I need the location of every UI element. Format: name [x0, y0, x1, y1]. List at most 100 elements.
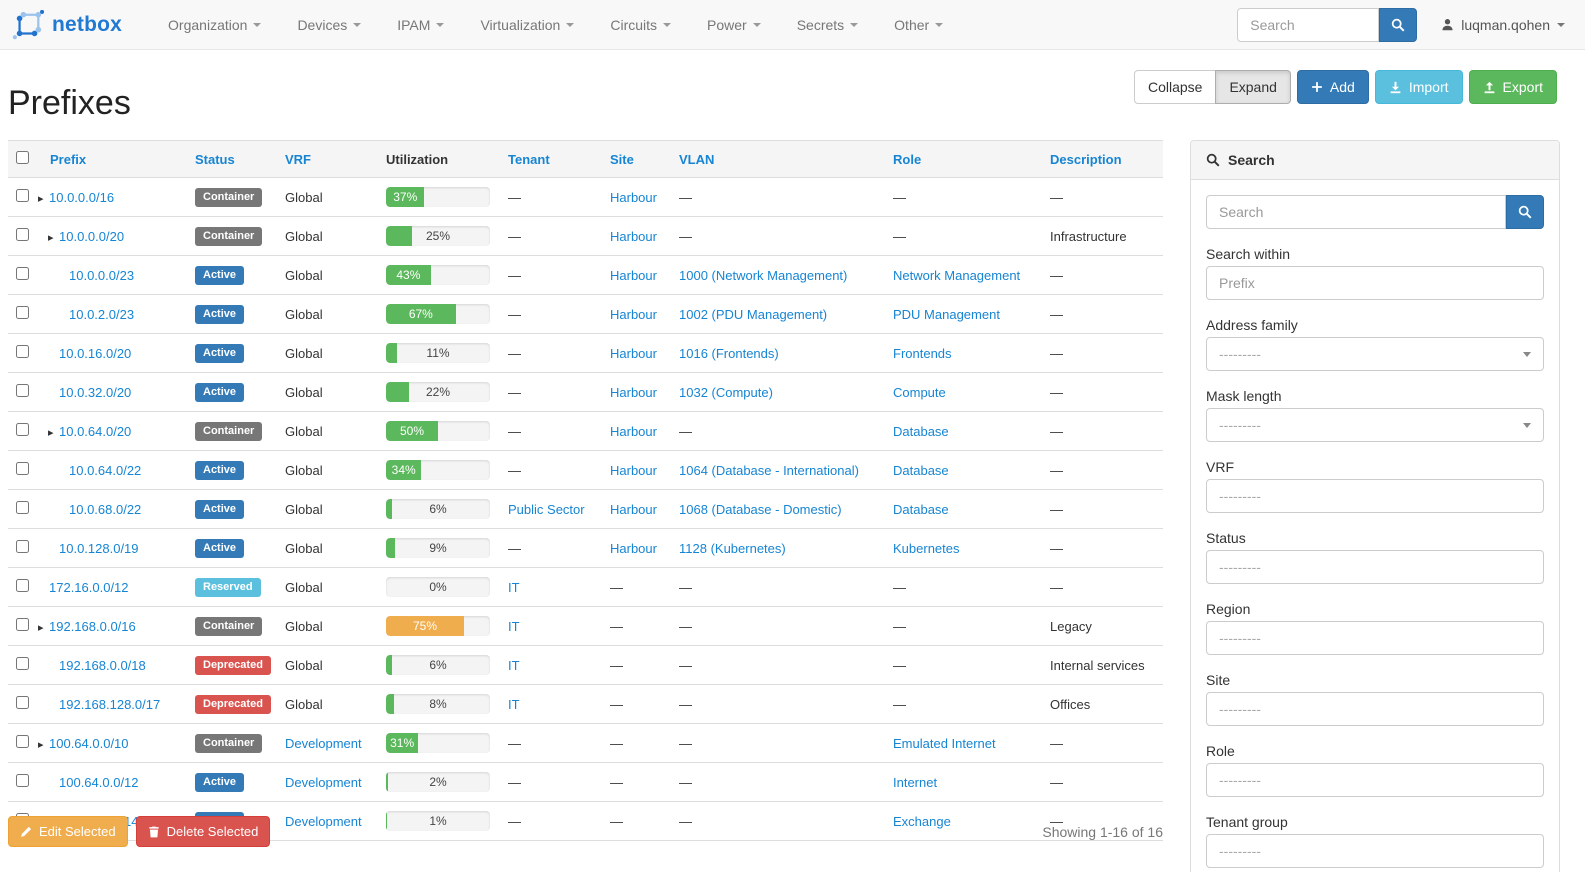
role-link[interactable]: Frontends — [893, 345, 952, 361]
row-checkbox[interactable] — [16, 540, 29, 553]
region-filter-box[interactable]: --------- — [1206, 621, 1544, 655]
nav-devices[interactable]: Devices — [279, 2, 379, 48]
row-checkbox[interactable] — [16, 384, 29, 397]
role-link[interactable]: Exchange — [893, 813, 951, 829]
site-link[interactable]: Harbour — [610, 228, 657, 244]
tenant-link[interactable]: IT — [508, 618, 520, 634]
site-link[interactable]: Harbour — [610, 540, 657, 556]
tenant-link[interactable]: IT — [508, 657, 520, 673]
vlan-link[interactable]: 1000 (Network Management) — [679, 267, 848, 283]
role-link[interactable]: Internet — [893, 774, 938, 790]
edit-selected-button[interactable]: Edit Selected — [8, 816, 128, 847]
role-link[interactable]: Database — [893, 423, 949, 439]
import-button[interactable]: Import — [1374, 70, 1463, 104]
row-checkbox[interactable] — [16, 696, 29, 709]
nav-organization[interactable]: Organization — [150, 2, 279, 48]
site-link[interactable]: Harbour — [610, 462, 657, 478]
prefix-link[interactable]: 10.0.68.0/22 — [69, 501, 142, 517]
col-header-vrf[interactable]: VRF — [285, 151, 311, 167]
role-link[interactable]: PDU Management — [893, 306, 1000, 322]
row-checkbox[interactable] — [16, 774, 29, 787]
row-checkbox[interactable] — [16, 423, 29, 436]
tenant-group-filter-box[interactable]: --------- — [1206, 834, 1544, 868]
prefix-link[interactable]: 10.0.0.0/23 — [69, 267, 135, 283]
role-link[interactable]: Database — [893, 501, 949, 517]
vlan-link[interactable]: 1002 (PDU Management) — [679, 306, 828, 322]
collapse-button[interactable]: Collapse — [1133, 70, 1217, 104]
role-link[interactable]: Network Management — [893, 267, 1021, 283]
expand-caret-icon[interactable]: ▸ — [48, 426, 54, 439]
prefix-link[interactable]: 192.168.128.0/17 — [59, 696, 161, 712]
row-checkbox[interactable] — [16, 735, 29, 748]
site-link[interactable]: Harbour — [610, 384, 657, 400]
row-checkbox[interactable] — [16, 579, 29, 592]
nav-power[interactable]: Power — [689, 2, 779, 48]
role-link[interactable]: Database — [893, 462, 949, 478]
sidebar-search-input[interactable] — [1206, 195, 1506, 229]
vrf-link[interactable]: Development — [285, 813, 362, 829]
site-link[interactable]: Harbour — [610, 501, 657, 517]
prefix-link[interactable]: 10.0.0.0/20 — [59, 228, 125, 244]
row-checkbox[interactable] — [16, 618, 29, 631]
site-link[interactable]: Harbour — [610, 267, 657, 283]
vlan-link[interactable]: 1128 (Kubernetes) — [679, 540, 786, 556]
row-checkbox[interactable] — [16, 462, 29, 475]
status-filter-box[interactable]: --------- — [1206, 550, 1544, 584]
col-header-status[interactable]: Status — [195, 151, 235, 167]
nav-secrets[interactable]: Secrets — [779, 2, 876, 48]
row-checkbox[interactable] — [16, 657, 29, 670]
vlan-link[interactable]: 1068 (Database - Domestic) — [679, 501, 842, 517]
site-link[interactable]: Harbour — [610, 189, 657, 205]
vlan-link[interactable]: 1064 (Database - International) — [679, 462, 859, 478]
global-search-input[interactable] — [1237, 7, 1380, 42]
role-link[interactable]: Kubernetes — [893, 540, 960, 556]
prefix-link[interactable]: 100.64.0.0/12 — [59, 774, 139, 790]
vlan-link[interactable]: 1032 (Compute) — [679, 384, 773, 400]
export-button[interactable]: Export — [1468, 70, 1557, 104]
mask-length-select[interactable]: --------- — [1206, 408, 1544, 442]
prefix-link[interactable]: 192.168.0.0/18 — [59, 657, 146, 673]
prefix-link[interactable]: 10.0.0.0/16 — [49, 189, 115, 205]
vlan-link[interactable]: 1016 (Frontends) — [679, 345, 779, 361]
tenant-link[interactable]: IT — [508, 579, 520, 595]
prefix-link[interactable]: 10.0.64.0/22 — [69, 462, 142, 478]
prefix-link[interactable]: 10.0.128.0/19 — [59, 540, 139, 556]
nav-other[interactable]: Other — [876, 2, 961, 48]
tenant-link[interactable]: IT — [508, 696, 520, 712]
col-header-site[interactable]: Site — [610, 151, 634, 167]
row-checkbox[interactable] — [16, 345, 29, 358]
global-search-button[interactable] — [1379, 7, 1418, 42]
site-filter-box[interactable]: --------- — [1206, 692, 1544, 726]
col-header-prefix[interactable]: Prefix — [50, 151, 87, 167]
prefix-link[interactable]: 192.168.0.0/16 — [49, 618, 136, 634]
row-checkbox[interactable] — [16, 189, 29, 202]
expand-button[interactable]: Expand — [1215, 70, 1291, 104]
site-link[interactable]: Harbour — [610, 345, 657, 361]
role-link[interactable]: Compute — [893, 384, 946, 400]
vrf-filter-box[interactable]: --------- — [1206, 479, 1544, 513]
col-header-role[interactable]: Role — [893, 151, 922, 167]
expand-caret-icon[interactable]: ▸ — [38, 621, 44, 634]
sidebar-search-button[interactable] — [1506, 195, 1544, 229]
netbox-logo[interactable]: netbox — [0, 9, 136, 40]
user-menu[interactable]: luqman.qohen — [1441, 17, 1565, 33]
row-checkbox[interactable] — [16, 306, 29, 319]
prefix-link[interactable]: 10.0.16.0/20 — [59, 345, 132, 361]
nav-circuits[interactable]: Circuits — [592, 2, 689, 48]
vrf-link[interactable]: Development — [285, 735, 362, 751]
prefix-link[interactable]: 100.64.0.0/10 — [49, 735, 129, 751]
expand-caret-icon[interactable]: ▸ — [38, 192, 44, 205]
nav-virtualization[interactable]: Virtualization — [462, 2, 592, 48]
row-checkbox[interactable] — [16, 501, 29, 514]
col-header-description[interactable]: Description — [1050, 151, 1122, 167]
nav-ipam[interactable]: IPAM — [379, 2, 462, 48]
site-link[interactable]: Harbour — [610, 423, 657, 439]
role-link[interactable]: Emulated Internet — [893, 735, 996, 751]
row-checkbox[interactable] — [16, 267, 29, 280]
prefix-link[interactable]: 172.16.0.0/12 — [49, 579, 129, 595]
vrf-link[interactable]: Development — [285, 774, 362, 790]
role-filter-box[interactable]: --------- — [1206, 763, 1544, 797]
col-header-vlan[interactable]: VLAN — [679, 151, 715, 167]
select-all-checkbox[interactable] — [16, 151, 29, 164]
address-family-select[interactable]: --------- — [1206, 337, 1544, 371]
